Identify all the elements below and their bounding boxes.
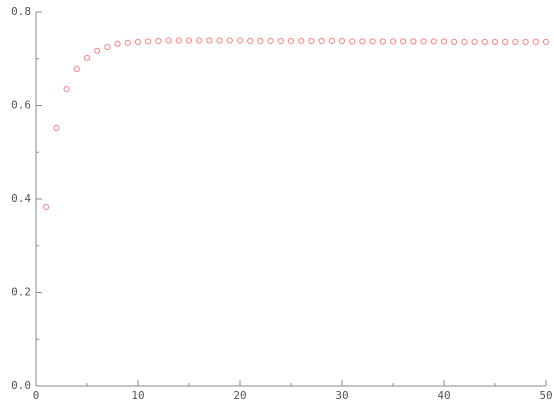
point (216, 37, 223, 44)
point (389, 38, 397, 45)
point (175, 37, 182, 44)
point (522, 38, 529, 46)
x-tick-label: 50 (539, 389, 552, 402)
x-tick-label: 0 (33, 389, 40, 402)
point (206, 37, 213, 44)
point (165, 37, 172, 44)
point (318, 37, 325, 45)
point (298, 37, 305, 45)
point (155, 37, 162, 45)
point (267, 37, 274, 45)
point (481, 38, 488, 46)
point (420, 38, 427, 45)
point (287, 37, 295, 45)
point (247, 37, 254, 45)
point (277, 37, 284, 45)
point (451, 38, 458, 46)
point (134, 38, 142, 46)
x-tick-label: 30 (335, 389, 348, 402)
point (542, 38, 550, 46)
y-tick-label: 0.0 (11, 379, 31, 392)
point (236, 37, 244, 44)
point (532, 38, 539, 46)
point (124, 39, 131, 46)
point (104, 43, 111, 51)
y-tick-label: 0.2 (11, 286, 31, 299)
point (94, 47, 101, 54)
point (308, 37, 315, 45)
point (145, 38, 152, 45)
point (185, 37, 193, 44)
x-tick-label: 10 (131, 389, 144, 402)
point (73, 65, 80, 73)
y-tick-label: 0.6 (11, 99, 31, 112)
point (440, 38, 448, 45)
point (502, 38, 509, 46)
y-tick-label: 0.8 (11, 5, 31, 18)
point (257, 37, 264, 45)
point (196, 37, 203, 44)
y-tick-label: 0.4 (11, 192, 31, 205)
x-tick-label: 40 (437, 389, 450, 402)
point (512, 38, 519, 46)
point (430, 38, 437, 45)
point (53, 124, 60, 132)
point (114, 40, 121, 47)
point (410, 38, 417, 45)
point (63, 86, 70, 93)
point (379, 38, 386, 45)
point (369, 38, 376, 45)
point (338, 37, 346, 45)
point (83, 54, 91, 61)
point (491, 38, 499, 46)
point (461, 38, 468, 46)
point (359, 38, 366, 45)
point (400, 38, 407, 45)
point (471, 38, 478, 46)
point (328, 37, 335, 45)
x-tick-label: 20 (233, 389, 246, 402)
point (349, 38, 356, 45)
point (43, 203, 50, 211)
point (226, 37, 233, 44)
